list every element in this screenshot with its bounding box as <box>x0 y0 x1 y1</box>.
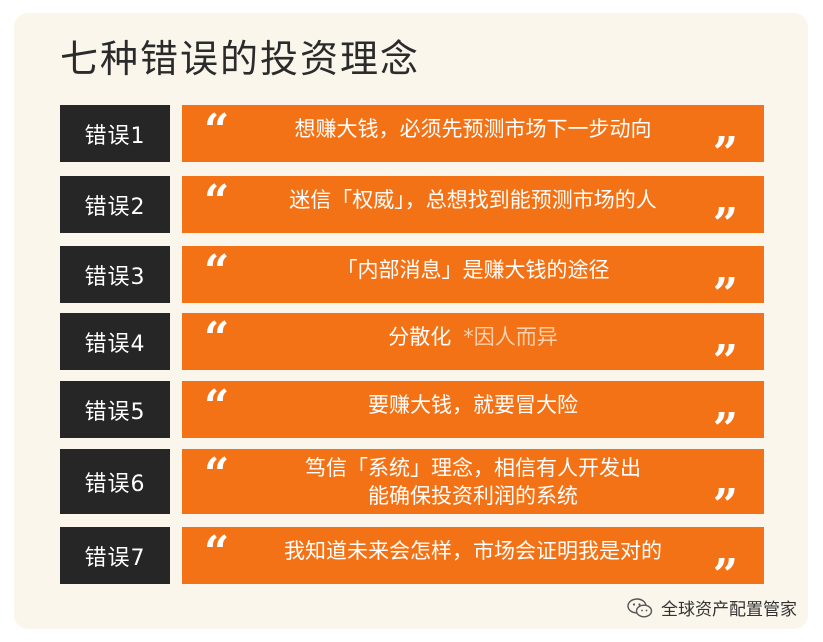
mistake-label: 错误5 <box>60 381 170 438</box>
mistake-text-line: 笃信「系统」理念，相信有人开发出 <box>305 455 641 480</box>
mistake-text-box: “ 「内部消息」是赚大钱的途径 ” <box>182 246 764 303</box>
mistake-label: 错误4 <box>60 313 170 370</box>
mistake-label: 错误1 <box>60 105 170 162</box>
mistake-label: 错误2 <box>60 176 170 233</box>
wechat-icon <box>627 597 653 618</box>
open-quote-icon: “ <box>204 313 230 364</box>
close-quote-icon: ” <box>712 128 738 163</box>
mistake-text-box: “ 笃信「系统」理念，相信有人开发出 能确保投资利润的系统 ” <box>182 449 764 514</box>
close-quote-icon: ” <box>712 199 738 234</box>
mistake-row-7: 错误7 “ 我知道未来会怎样，市场会证明我是对的 ” <box>60 527 764 584</box>
mistake-text-line: 能确保投资利润的系统 <box>368 483 578 508</box>
mistake-row-2: 错误2 “ 迷信「权威」，总想找到能预测市场的人 ” <box>60 176 764 233</box>
page-title: 七种错误的投资理念 <box>60 37 421 81</box>
mistake-row-1: 错误1 “ 想赚大钱，必须先预测市场下一步动向 ” <box>60 105 764 162</box>
mistake-row-6: 错误6 “ 笃信「系统」理念，相信有人开发出 能确保投资利润的系统 ” <box>60 449 764 514</box>
mistake-text: 我知道未来会怎样，市场会证明我是对的 <box>284 539 662 563</box>
close-quote-icon: ” <box>712 269 738 304</box>
close-quote-icon: ” <box>712 404 738 439</box>
watermark: 全球资产配置管家 <box>627 595 797 620</box>
mistake-row-4: 错误4 “ 分散化 *因人而异 ” <box>60 313 764 370</box>
open-quote-icon: “ <box>204 449 230 500</box>
open-quote-icon: “ <box>204 527 230 578</box>
mistake-text-box: “ 迷信「权威」，总想找到能预测市场的人 ” <box>182 176 764 233</box>
mistake-text-box: “ 我知道未来会怎样，市场会证明我是对的 ” <box>182 527 764 584</box>
mistake-text-wrapper: 分散化 *因人而异 <box>244 313 702 370</box>
mistake-label: 错误7 <box>60 527 170 584</box>
mistake-text: 想赚大钱，必须先预测市场下一步动向 <box>294 117 652 141</box>
mistake-text: 要赚大钱，就要冒大险 <box>368 393 578 417</box>
mistake-text: 迷信「权威」，总想找到能预测市场的人 <box>289 188 657 212</box>
mistake-label: 错误3 <box>60 246 170 303</box>
mistake-text-box: “ 要赚大钱，就要冒大险 ” <box>182 381 764 438</box>
open-quote-icon: “ <box>204 176 230 227</box>
close-quote-icon: ” <box>712 550 738 585</box>
open-quote-icon: “ <box>204 246 230 297</box>
mistake-label: 错误6 <box>60 449 170 514</box>
mistake-row-5: 错误5 “ 要赚大钱，就要冒大险 ” <box>60 381 764 438</box>
mistake-text-box: “ 分散化 *因人而异 ” <box>182 313 764 370</box>
mistake-text: 笃信「系统」理念，相信有人开发出 能确保投资利润的系统 <box>244 449 702 514</box>
open-quote-icon: “ <box>204 105 230 156</box>
mistake-text: 「内部消息」是赚大钱的途径 <box>336 258 610 282</box>
watermark-text: 全球资产配置管家 <box>661 600 797 620</box>
mistake-row-3: 错误3 “ 「内部消息」是赚大钱的途径 ” <box>60 246 764 303</box>
mistake-text: 分散化 <box>388 325 452 349</box>
mistake-text-box: “ 想赚大钱，必须先预测市场下一步动向 ” <box>182 105 764 162</box>
close-quote-icon: ” <box>712 480 738 515</box>
close-quote-icon: ” <box>712 336 738 371</box>
mistake-note: *因人而异 <box>463 325 558 349</box>
open-quote-icon: “ <box>204 381 230 432</box>
